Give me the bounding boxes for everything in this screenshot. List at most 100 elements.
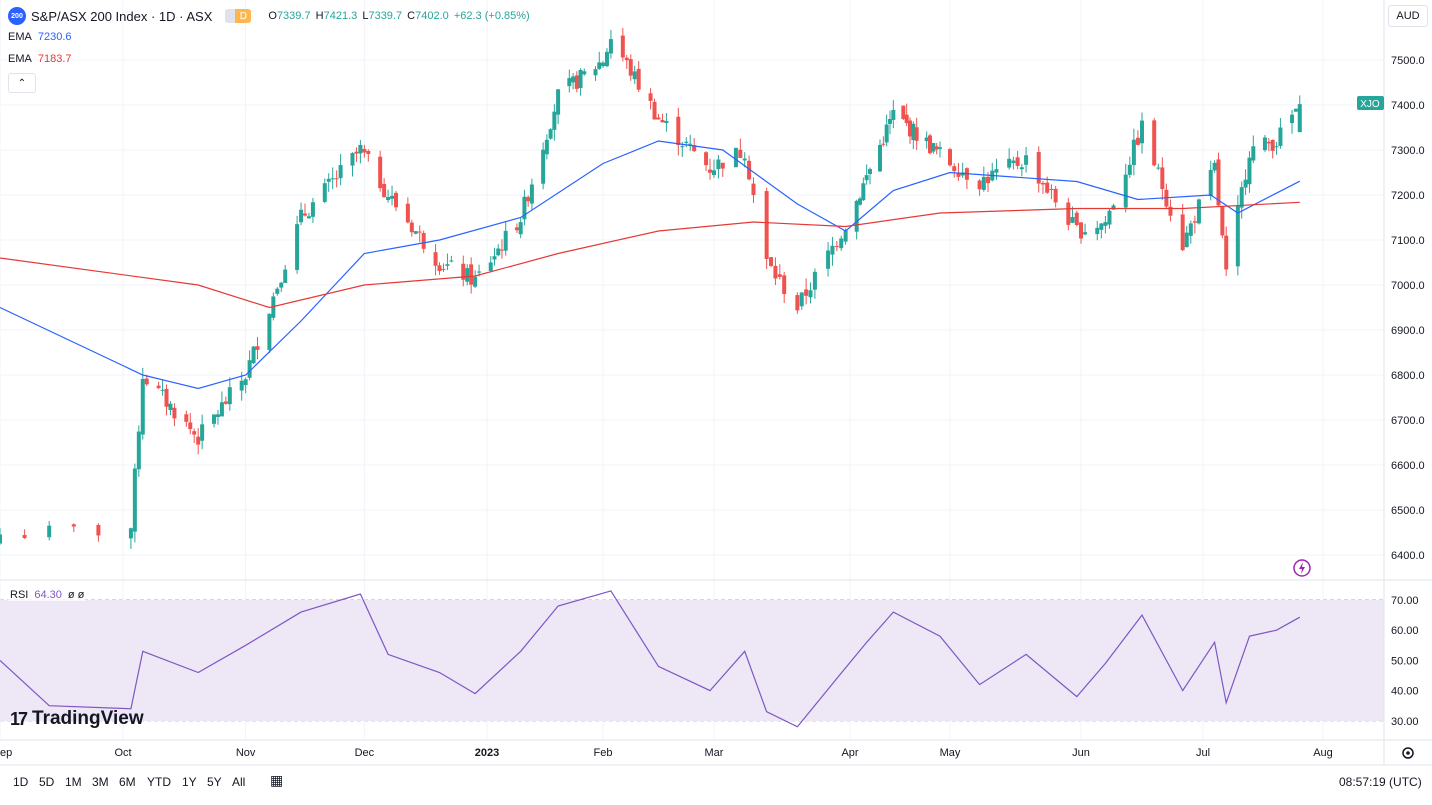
candle-body[interactable] bbox=[168, 403, 173, 411]
candle-body[interactable] bbox=[1040, 182, 1045, 185]
calendar-range-icon[interactable]: ▦ bbox=[270, 772, 284, 788]
candle-body[interactable] bbox=[716, 159, 721, 170]
ema-legend-1[interactable]: EMA 7230.6 bbox=[8, 31, 72, 43]
candle-body[interactable] bbox=[901, 105, 906, 119]
candle-body[interactable] bbox=[200, 424, 205, 441]
timeframe-button-5d[interactable]: 5D bbox=[39, 775, 55, 789]
candle-body[interactable] bbox=[1251, 146, 1256, 161]
candle-body[interactable] bbox=[981, 176, 986, 190]
candle-body[interactable] bbox=[1140, 120, 1144, 144]
candle-body[interactable] bbox=[567, 78, 572, 87]
candle-body[interactable] bbox=[239, 380, 244, 391]
candle-body[interactable] bbox=[593, 69, 598, 76]
candle-body[interactable] bbox=[628, 59, 633, 76]
candle-body[interactable] bbox=[552, 111, 557, 130]
candle-body[interactable] bbox=[461, 263, 466, 280]
candle-body[interactable] bbox=[275, 288, 280, 294]
candle-body[interactable] bbox=[326, 178, 331, 182]
candle-body[interactable] bbox=[1212, 162, 1217, 171]
candle-body[interactable] bbox=[405, 203, 410, 223]
candle-body[interactable] bbox=[1220, 206, 1225, 236]
candle-body[interactable] bbox=[1266, 141, 1271, 144]
candle-body[interactable] bbox=[514, 227, 519, 231]
candle-body[interactable] bbox=[488, 262, 493, 271]
candle-body[interactable] bbox=[136, 431, 141, 470]
candle-body[interactable] bbox=[0, 534, 2, 544]
candle-body[interactable] bbox=[164, 388, 169, 407]
timeframe-button-1y[interactable]: 1Y bbox=[182, 775, 197, 789]
timeframe-button-3m[interactable]: 3M bbox=[92, 775, 109, 789]
candle-body[interactable] bbox=[1192, 221, 1197, 223]
candle-body[interactable] bbox=[1011, 160, 1016, 164]
timeframe-button-6m[interactable]: 6M bbox=[119, 775, 136, 789]
candle-body[interactable] bbox=[522, 196, 527, 220]
candle-body[interactable] bbox=[334, 178, 339, 180]
candle-body[interactable] bbox=[861, 183, 866, 201]
candle-body[interactable] bbox=[1180, 214, 1185, 251]
candle-body[interactable] bbox=[445, 264, 450, 266]
candle-body[interactable] bbox=[295, 224, 300, 270]
candle-body[interactable] bbox=[1160, 167, 1165, 190]
candle-body[interactable] bbox=[624, 57, 629, 61]
candle-body[interactable] bbox=[839, 238, 844, 249]
candle-body[interactable] bbox=[128, 528, 133, 539]
candle-body[interactable] bbox=[843, 230, 848, 242]
candle-body[interactable] bbox=[597, 62, 602, 69]
candle-body[interactable] bbox=[830, 245, 835, 255]
candle-body[interactable] bbox=[1152, 120, 1157, 166]
candle-body[interactable] bbox=[417, 231, 422, 233]
candle-body[interactable] bbox=[1247, 157, 1252, 185]
candle-body[interactable] bbox=[692, 145, 697, 152]
candle-body[interactable] bbox=[688, 143, 693, 145]
candle-body[interactable] bbox=[1156, 167, 1161, 169]
candle-body[interactable] bbox=[160, 389, 165, 391]
candle-body[interactable] bbox=[742, 158, 747, 161]
candle-body[interactable] bbox=[656, 117, 661, 120]
candle-body[interactable] bbox=[858, 198, 862, 205]
legend-collapse-button[interactable]: ⌃ bbox=[8, 73, 36, 93]
candle-body[interactable] bbox=[247, 360, 252, 378]
candle-body[interactable] bbox=[338, 165, 343, 179]
candle-body[interactable] bbox=[251, 346, 256, 364]
candle-body[interactable] bbox=[720, 162, 725, 169]
candle-body[interactable] bbox=[826, 250, 831, 269]
candle-body[interactable] bbox=[1208, 169, 1213, 197]
timeframe-button-all[interactable]: All bbox=[232, 775, 246, 789]
candle-body[interactable] bbox=[994, 169, 999, 173]
candle-body[interactable] bbox=[1216, 159, 1221, 206]
candle-body[interactable] bbox=[799, 292, 804, 307]
candle-body[interactable] bbox=[1168, 206, 1173, 216]
candle-body[interactable] bbox=[212, 414, 216, 424]
candle-body[interactable] bbox=[279, 282, 284, 288]
candle-body[interactable] bbox=[1049, 188, 1054, 190]
candle-body[interactable] bbox=[184, 414, 189, 422]
candle-body[interactable] bbox=[676, 116, 681, 146]
symbol-title[interactable]: S&P/ASX 200 Index · 1D · ASX bbox=[31, 8, 213, 24]
candle-body[interactable] bbox=[1239, 187, 1244, 208]
candle-body[interactable] bbox=[441, 268, 446, 270]
candle-body[interactable] bbox=[362, 148, 367, 153]
price-axis[interactable]: 7500.0 7400.0 7300.0 7200.0 7100.0 7000.0 6900… bbox=[1391, 55, 1425, 562]
candle-body[interactable] bbox=[492, 256, 497, 260]
candle-body[interactable] bbox=[769, 257, 774, 266]
candle-body[interactable] bbox=[1070, 217, 1075, 223]
candle-body[interactable] bbox=[1019, 167, 1024, 170]
candle-body[interactable] bbox=[854, 200, 859, 232]
candle-body[interactable] bbox=[924, 137, 929, 142]
candle-body[interactable] bbox=[795, 295, 800, 311]
timeframe-button-1d[interactable]: 1D bbox=[13, 775, 29, 789]
candle-body[interactable] bbox=[1290, 114, 1295, 124]
candle-body[interactable] bbox=[1107, 210, 1112, 225]
candle-body[interactable] bbox=[834, 246, 839, 248]
candle-body[interactable] bbox=[1235, 205, 1240, 267]
ema-legend-2[interactable]: EMA 7183.7 bbox=[8, 53, 72, 65]
candle-body[interactable] bbox=[140, 378, 145, 435]
candle-body[interactable] bbox=[1045, 182, 1050, 193]
gear-icon[interactable] bbox=[1402, 747, 1414, 759]
candle-body[interactable] bbox=[934, 146, 939, 150]
candle-body[interactable] bbox=[1083, 232, 1088, 235]
candle-body[interactable] bbox=[283, 269, 288, 283]
candle-body[interactable] bbox=[908, 120, 912, 137]
tradingview-logo[interactable]: 17 TradingView bbox=[10, 708, 144, 730]
candle-body[interactable] bbox=[378, 156, 383, 189]
